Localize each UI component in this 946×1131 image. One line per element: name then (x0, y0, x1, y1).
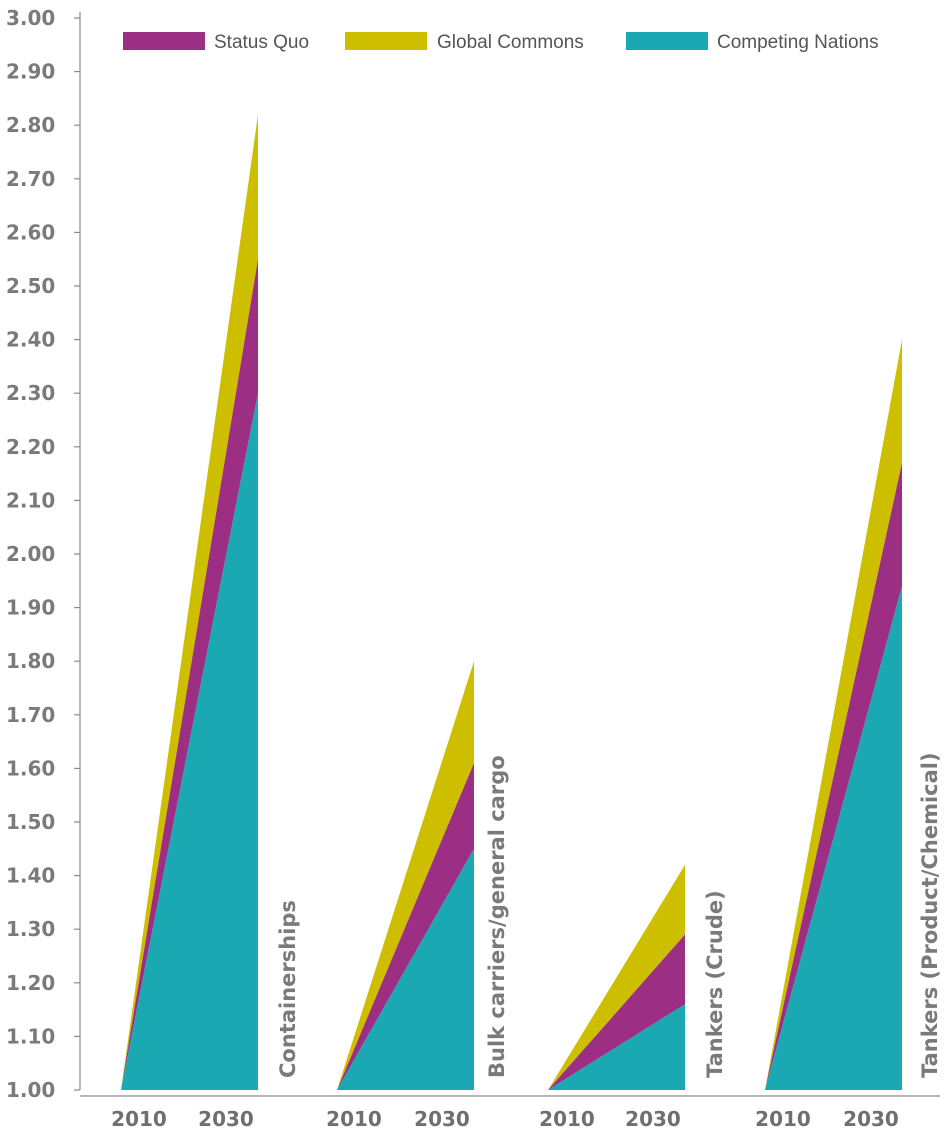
y-tick-label: 2.40 (6, 328, 55, 352)
y-tick-label: 2.50 (6, 274, 55, 298)
x-tick-label: 2030 (843, 1107, 899, 1131)
y-tick-label: 1.20 (6, 971, 55, 995)
area-competing-nations (765, 586, 902, 1090)
area-competing-nations (337, 848, 474, 1090)
y-tick-label: 1.00 (6, 1078, 55, 1102)
plot-areas (121, 114, 902, 1091)
category-label: Tankers (Product/Chemical) (918, 752, 942, 1078)
category-labels: Containerships Bulk carriers/general carg… (276, 752, 942, 1078)
y-tick-label: 1.90 (6, 596, 55, 620)
area-status-quo (121, 259, 258, 1090)
y-tick-label: 1.50 (6, 810, 55, 834)
y-tick-label: 1.80 (6, 649, 55, 673)
legend-label: Status Quo (214, 32, 309, 53)
area-competing-nations (121, 393, 258, 1090)
area-status-quo (548, 934, 685, 1090)
category-label: Tankers (Crude) (703, 890, 727, 1078)
y-tick-label: 2.10 (6, 488, 55, 512)
x-tick-label: 2030 (625, 1107, 681, 1131)
y-tick-label: 2.90 (6, 60, 55, 84)
x-tick-label: 2030 (198, 1107, 254, 1131)
legend-label: Global Commons (437, 32, 584, 53)
y-tick-label: 1.10 (6, 1024, 55, 1048)
y-tick-label: 1.70 (6, 703, 55, 727)
area-status-quo (337, 763, 474, 1090)
x-tick-label: 2010 (539, 1107, 595, 1131)
area-competing-nations (548, 1004, 685, 1090)
y-tick-label: 2.60 (6, 220, 55, 244)
y-tick-label: 2.00 (6, 542, 55, 566)
legend: Status Quo Global Commons Competing Nation… (123, 32, 879, 53)
y-tick-label: 1.60 (6, 756, 55, 780)
y-tick-label: 1.30 (6, 917, 55, 941)
x-tick-label: 2010 (326, 1107, 382, 1131)
y-tick-label: 2.80 (6, 113, 55, 137)
x-tick-label: 2010 (755, 1107, 811, 1131)
y-tick-label: 2.30 (6, 381, 55, 405)
y-tick-label: 2.20 (6, 435, 55, 459)
category-label: Containerships (276, 900, 300, 1078)
y-axis: 1.00 1.10 1.20 1.30 1.40 1.50 1.60 1.70 1.80 1.90… (6, 6, 81, 1102)
x-tick-label: 2030 (414, 1107, 470, 1131)
y-tick-label: 2.70 (6, 167, 55, 191)
legend-swatch (123, 32, 205, 50)
category-label: Bulk carriers/general cargo (485, 755, 509, 1078)
x-axis: 2010 2030 2010 2030 2010 2030 2010 2030 (80, 1095, 940, 1131)
x-tick-label: 2010 (111, 1107, 167, 1131)
legend-label: Competing Nations (717, 32, 879, 53)
area-global-commons (765, 339, 902, 1091)
legend-swatch (626, 32, 708, 50)
area-global-commons (337, 661, 474, 1090)
area-global-commons (548, 864, 685, 1090)
legend-swatch (345, 32, 427, 50)
area-status-quo (765, 462, 902, 1090)
y-tick-label: 1.40 (6, 864, 55, 888)
area-global-commons (121, 114, 258, 1091)
y-tick-label: 3.00 (6, 6, 55, 30)
